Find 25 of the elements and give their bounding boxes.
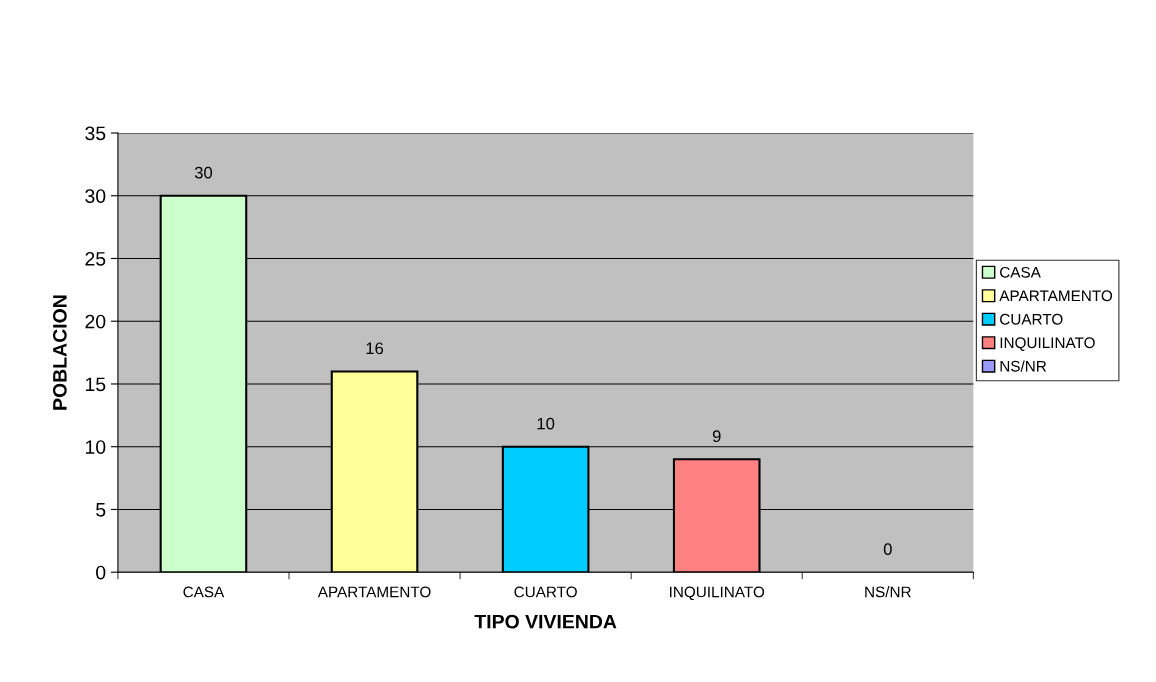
x-tick-label: NS/NR <box>865 586 911 598</box>
legend-label: APARTAMENTO <box>999 290 1113 302</box>
legend-label: CASA <box>1000 266 1041 278</box>
data-label: 0 <box>883 543 892 556</box>
y-tick-label: 5 <box>96 503 106 517</box>
y-tick-label: 25 <box>85 251 106 266</box>
data-label: 16 <box>366 342 384 355</box>
y-tick-label: 10 <box>85 440 106 454</box>
y-tick-label: 15 <box>85 377 106 392</box>
x-tick-label: INQUILINATO <box>670 586 765 601</box>
y-tick-label: 0 <box>96 565 106 580</box>
legend-label: CUARTO <box>1000 313 1063 325</box>
y-axis-title: POBLACION <box>52 295 67 410</box>
data-label: 9 <box>712 430 721 443</box>
data-label: 10 <box>537 417 555 430</box>
x-tick-label: APARTAMENTO <box>317 586 431 598</box>
y-tick-label: 30 <box>85 189 106 203</box>
y-tick-label: 35 <box>85 126 106 141</box>
x-tick-label: CASA <box>183 586 225 598</box>
legend-label: INQUILINATO <box>1000 337 1095 351</box>
legend-label: NS/NR <box>1000 360 1047 372</box>
y-tick-label: 20 <box>85 314 106 329</box>
data-label: 30 <box>194 166 213 179</box>
x-axis-title: TIPO VIVIENDA <box>474 614 617 629</box>
x-tick-label: CUARTO <box>514 586 577 598</box>
